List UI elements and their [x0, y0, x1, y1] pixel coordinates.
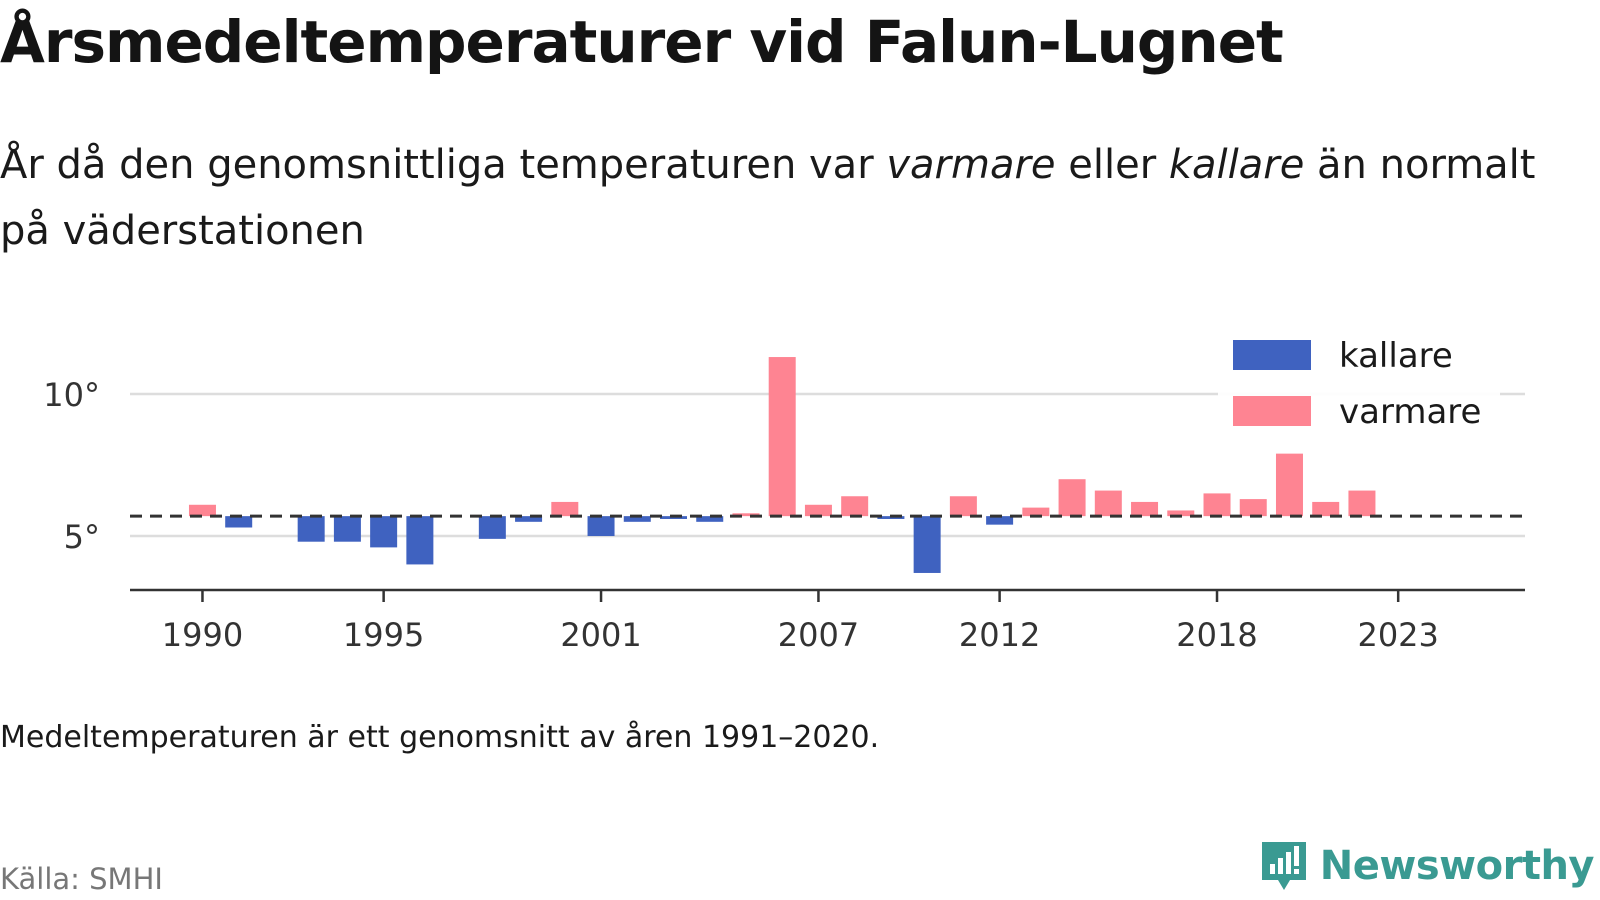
newsworthy-logo-icon [1261, 842, 1306, 890]
temperature-bar-chart: 5° 10° 1990 1995 2001 2007 2012 2018 2023 kallar… [43, 328, 1525, 654]
bar-kallare [986, 516, 1014, 525]
x-tick-label: 2001 [560, 616, 641, 654]
bar-varmare [1167, 510, 1195, 517]
bar-varmare [1058, 479, 1086, 517]
bar-kallare [406, 516, 434, 565]
bar-kallare [696, 516, 724, 522]
bar-varmare [768, 357, 796, 517]
bar-kallare [515, 516, 543, 522]
x-axis: 5° 10° 1990 1995 2001 2007 2012 2018 2023 [43, 376, 1525, 654]
x-tick-label: 2018 [1176, 616, 1257, 654]
bar-kallare [225, 516, 253, 528]
footnote: Medeltemperaturen är ett genomsnitt av å… [0, 720, 880, 755]
bar-kallare [333, 516, 361, 542]
legend-swatch-kallare [1233, 340, 1311, 370]
subtitle-part-3: än normalt på väderstationen [0, 142, 1536, 254]
brand-name: Newsworthy [1319, 843, 1595, 889]
chart-title: Årsmedeltemperaturer vid Falun-Lugnet [0, 8, 1284, 76]
source-label: Källa: SMHI [0, 862, 163, 896]
subtitle-part-2: eller [1055, 142, 1169, 188]
subtitle-part-1: År då den genomsnittliga temperaturen va… [0, 142, 887, 188]
bar-varmare [1348, 490, 1376, 517]
legend: kallare varmare [1218, 328, 1500, 440]
bar-kallare [370, 516, 398, 548]
bar-varmare [804, 504, 832, 517]
brand-logo: Newsworthy [1258, 838, 1595, 894]
bar-varmare [1094, 490, 1122, 517]
subtitle-warm-word: varmare [886, 142, 1056, 188]
x-tick-label: 2023 [1357, 616, 1438, 654]
bar-varmare [188, 504, 216, 517]
x-tick-label: 2007 [778, 616, 859, 654]
bar-varmare [1312, 501, 1340, 517]
bar-varmare [1239, 499, 1267, 517]
y-tick-label: 10° [43, 376, 100, 414]
subtitle-cold-word: kallare [1168, 142, 1305, 188]
bar-varmare [732, 513, 760, 517]
bar-varmare [1131, 501, 1159, 517]
y-tick-label: 5° [64, 518, 100, 556]
legend-label-kallare: kallare [1339, 336, 1453, 376]
bar-varmare [1203, 493, 1231, 517]
bar-varmare [551, 501, 579, 517]
legend-swatch-varmare [1233, 396, 1311, 426]
bar-varmare [841, 496, 869, 517]
x-tick-label: 1995 [343, 616, 424, 654]
legend-label-varmare: varmare [1339, 392, 1481, 432]
bar-kallare [478, 516, 506, 539]
x-tick-label: 2012 [959, 616, 1040, 654]
bar-varmare [1022, 507, 1050, 517]
bar-varmare [1275, 453, 1303, 517]
chart-subtitle: År då den genomsnittliga temperaturen va… [0, 132, 1560, 264]
bar-varmare [949, 496, 977, 517]
bar-kallare [297, 516, 325, 542]
bar-kallare [587, 516, 615, 537]
bar-kallare [913, 516, 941, 573]
bar-kallare [623, 516, 651, 522]
x-tick-label: 1990 [162, 616, 243, 654]
bars-layer [188, 357, 1376, 573]
